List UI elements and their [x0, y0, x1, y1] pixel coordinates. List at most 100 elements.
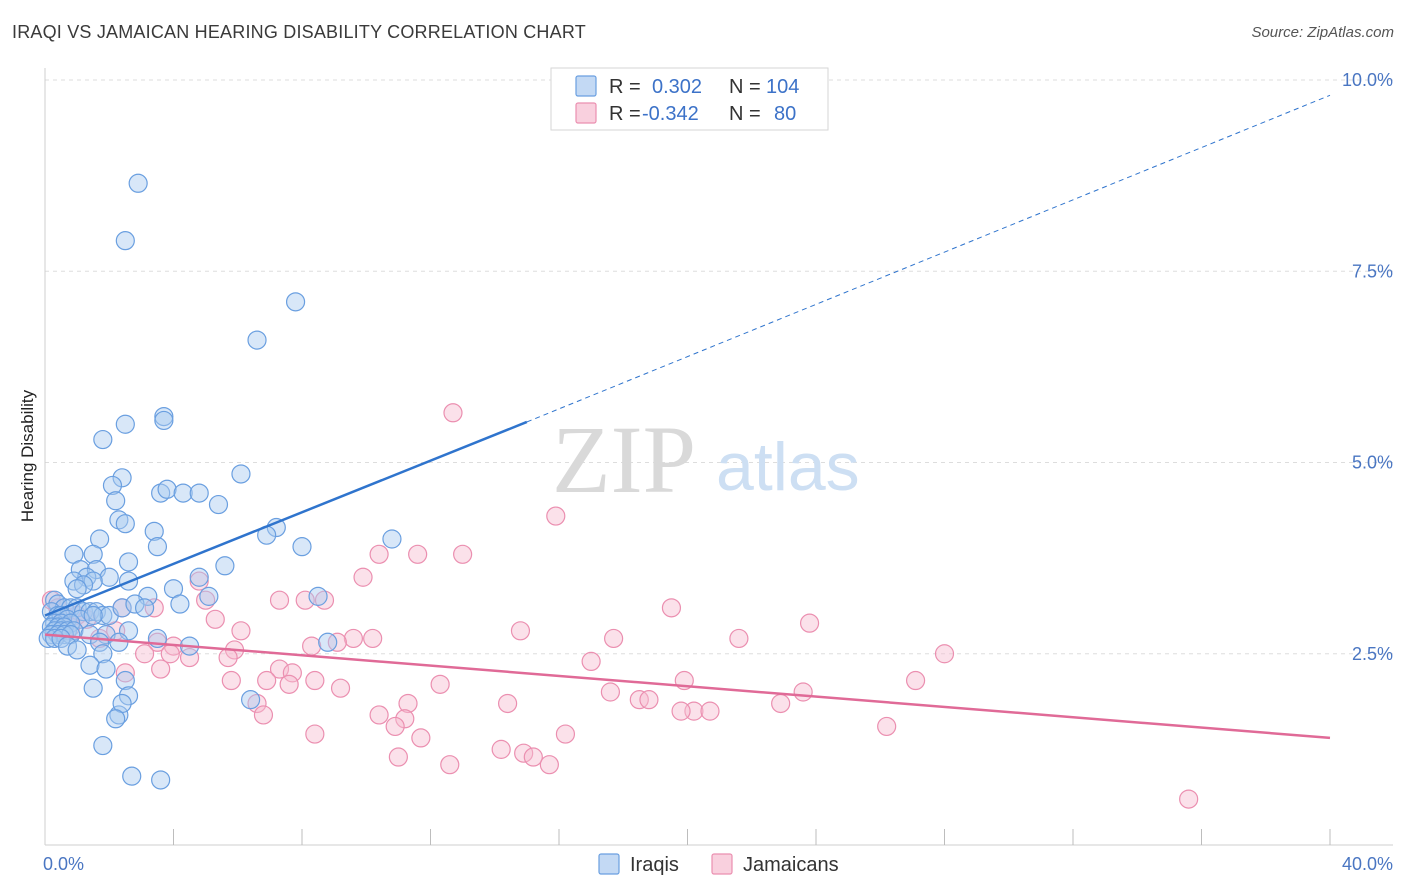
jamaicans-point — [700, 701, 720, 721]
iraqis-point — [147, 537, 168, 557]
jamaicans-trend-line — [44, 633, 1331, 740]
trend-lines — [44, 94, 1331, 740]
iraqis-point — [51, 628, 71, 649]
iraqis-point — [67, 579, 87, 599]
jamaicans-point — [639, 690, 659, 710]
iraqis-points — [38, 173, 402, 790]
iraqis-point — [231, 464, 251, 484]
jamaicans-points — [41, 403, 1199, 809]
jamaicans-point — [282, 663, 302, 683]
jamaicans-point — [327, 632, 347, 652]
y-tick-label: 2.5% — [1352, 644, 1393, 664]
iraqis-point — [118, 552, 139, 572]
axes — [44, 68, 1393, 846]
jamaicans-point — [539, 755, 559, 775]
y-tick-label: 10.0% — [1342, 70, 1393, 90]
jamaicans-point — [369, 544, 389, 564]
legend-r-label-2: R = — [609, 103, 641, 125]
jamaicans-point — [253, 705, 274, 725]
chart-title: IRAQI VS JAMAICAN HEARING DISABILITY COR… — [12, 22, 586, 42]
jamaicans-point — [408, 544, 428, 564]
jamaicans-point — [934, 644, 955, 664]
iraqis-point — [170, 594, 190, 614]
jamaicans-point — [257, 670, 277, 691]
iraqis-point — [208, 494, 229, 515]
iraqis-point — [118, 686, 139, 706]
iraqis-point — [93, 735, 113, 756]
legend-n-label-2: N = — [729, 103, 761, 125]
jamaicans-point — [363, 628, 383, 649]
jamaicans-point — [771, 693, 791, 714]
iraqis-point — [199, 586, 219, 606]
jamaicans-point — [343, 628, 363, 649]
jamaicans-point — [581, 651, 601, 672]
jamaicans-point — [523, 747, 543, 767]
iraqis-point — [241, 690, 261, 710]
jamaicans-point — [671, 701, 691, 721]
stats-legend-box — [550, 67, 829, 131]
iraqis-trend-extension — [526, 94, 1331, 423]
jamaicans-point — [555, 724, 576, 744]
jamaicans-point — [877, 716, 897, 737]
jamaicans-point — [430, 674, 450, 694]
iraqis-trend-line — [44, 420, 528, 617]
iraqis-point — [285, 292, 306, 312]
legend-r-value-2: -0.342 — [642, 103, 699, 125]
jamaicans-point — [218, 647, 238, 668]
y-axis-title: Hearing Disability — [18, 389, 37, 522]
watermark-zip: ZIP — [552, 406, 696, 513]
jamaicans-point — [398, 693, 418, 714]
jamaicans-point — [1179, 789, 1199, 809]
y-tick-label: 7.5% — [1352, 261, 1393, 281]
legend-swatch-iraqis — [575, 75, 597, 97]
iraqis-point — [189, 483, 209, 503]
jamaicans-point — [221, 670, 241, 691]
iraqis-point — [93, 429, 113, 450]
iraqis-point — [83, 571, 103, 591]
iraqis-point — [157, 479, 177, 499]
iraqis-point — [80, 655, 100, 675]
watermark: ZIP atlas — [552, 406, 860, 513]
series-legend: Iraqis Jamaicans — [598, 853, 839, 876]
jamaicans-point — [905, 670, 926, 691]
series-legend-swatch-iraqis — [598, 853, 620, 875]
jamaicans-point — [305, 724, 325, 744]
iraqis-point — [70, 609, 90, 629]
iraqis-point — [115, 231, 135, 251]
jamaicans-point — [231, 621, 251, 641]
jamaicans-point — [302, 636, 322, 656]
iraqis-point — [112, 468, 132, 488]
jamaicans-point — [151, 659, 171, 679]
iraqis-point — [154, 410, 174, 431]
legend-n-label-1: N = — [729, 76, 761, 98]
iraqis-point — [106, 491, 126, 511]
x-tick-label: 0.0% — [43, 854, 84, 874]
jamaicans-point — [491, 739, 511, 759]
iraqis-point — [189, 567, 209, 587]
legend-swatch-jamaicans — [575, 102, 597, 124]
jamaicans-point — [144, 598, 164, 618]
iraqis-point — [128, 173, 148, 193]
jamaicans-point — [510, 621, 531, 641]
jamaicans-point — [269, 659, 290, 679]
iraqis-point — [125, 594, 145, 614]
jamaicans-point — [443, 403, 463, 423]
iraqis-point — [115, 670, 135, 691]
iraqis-point — [115, 514, 135, 534]
jamaicans-point — [661, 598, 682, 618]
iraqis-point — [102, 475, 123, 496]
series-legend-label-iraqis: Iraqis — [630, 854, 679, 876]
jamaicans-point — [629, 690, 649, 710]
jamaicans-point — [134, 644, 155, 664]
iraqis-point — [83, 605, 103, 626]
iraqis-point — [83, 544, 103, 564]
grid-lines — [45, 79, 1393, 655]
series-legend-label-jamaicans: Jamaicans — [743, 854, 839, 876]
jamaicans-point — [279, 674, 299, 694]
jamaicans-point — [330, 678, 351, 698]
jamaicans-point — [295, 590, 315, 610]
jamaicans-point — [205, 609, 225, 629]
jamaicans-point — [440, 755, 460, 775]
jamaicans-point — [546, 506, 566, 526]
